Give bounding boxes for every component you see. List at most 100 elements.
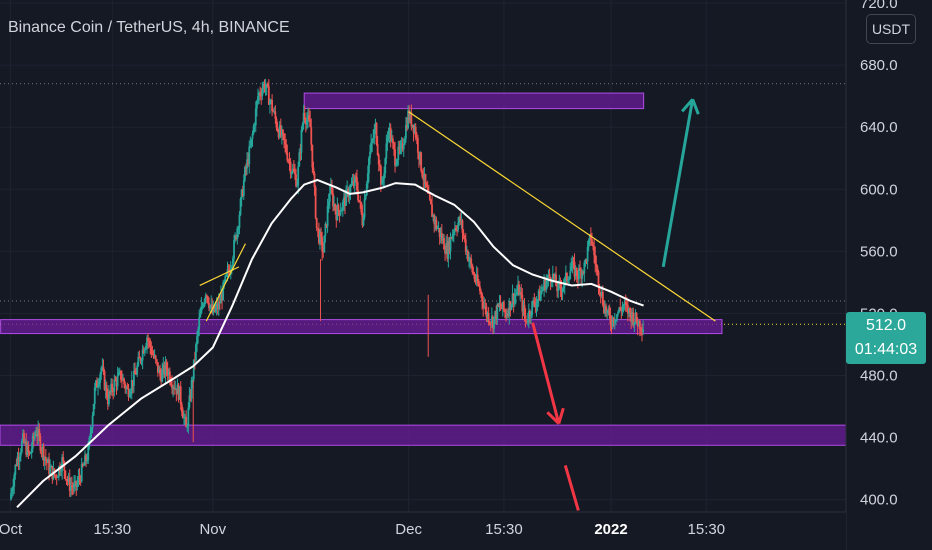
candle-body xyxy=(150,347,153,354)
candle-body xyxy=(437,228,440,230)
candle-body xyxy=(377,154,380,165)
candle-body xyxy=(521,294,524,312)
candle-body xyxy=(369,151,371,159)
candle-body xyxy=(366,173,369,184)
candle-body xyxy=(517,284,519,293)
arrow-head xyxy=(557,407,565,424)
candle-body xyxy=(207,296,209,303)
candle-body xyxy=(340,209,343,212)
candle-body xyxy=(495,311,498,320)
candle-body xyxy=(69,485,72,491)
candle-body xyxy=(163,364,166,375)
candle-body xyxy=(425,183,428,187)
candle-body xyxy=(151,353,154,355)
candle-body xyxy=(171,384,173,389)
candle-body xyxy=(427,192,430,194)
candle-body xyxy=(499,302,502,308)
candle-body xyxy=(339,211,342,215)
candle-body xyxy=(191,379,194,381)
candle-body xyxy=(641,330,643,333)
candle-body xyxy=(98,382,101,386)
candle-body xyxy=(222,282,225,301)
time-axis[interactable]: Oct 15:30 Nov Dec 15:30 2022 15:30 xyxy=(0,511,846,550)
candle-body xyxy=(407,110,409,129)
trendline xyxy=(408,111,716,322)
candle-body xyxy=(551,273,554,282)
candle-body xyxy=(165,362,168,370)
arrow-head xyxy=(546,411,560,425)
candle-body xyxy=(121,379,123,381)
candle-body xyxy=(56,476,59,478)
candle-body xyxy=(94,380,97,388)
candle-body xyxy=(605,306,608,314)
candle-body xyxy=(494,311,497,318)
candle-body xyxy=(202,305,205,307)
candle-body xyxy=(20,441,23,453)
candle-body xyxy=(438,228,441,237)
candle-body xyxy=(80,464,83,482)
candle-body xyxy=(323,235,326,253)
dotted-levels xyxy=(0,83,846,325)
candle-body xyxy=(502,301,505,311)
candle-body xyxy=(225,273,228,276)
candle-body xyxy=(226,269,229,274)
candle-body xyxy=(372,138,375,141)
price-axis[interactable]: 400.0440.0480.0520.0560.0600.0640.0680.0… xyxy=(845,0,932,550)
candle-body xyxy=(515,292,518,295)
candle-body xyxy=(609,315,612,325)
candle-body xyxy=(156,362,159,373)
candle-body xyxy=(464,239,467,252)
candle-body xyxy=(47,459,49,463)
candle-body xyxy=(391,138,394,144)
candle-body xyxy=(329,186,332,193)
candle-body xyxy=(543,279,545,289)
trendlines[interactable] xyxy=(199,111,716,322)
candle-body xyxy=(283,133,285,141)
candle-body xyxy=(428,193,431,200)
chart-title: Binance Coin / TetherUS, 4h, BINANCE xyxy=(8,19,290,36)
moving-average-line xyxy=(16,178,644,509)
candle-body xyxy=(128,394,131,397)
candle-body xyxy=(496,304,499,320)
candle-body xyxy=(144,346,147,349)
candle-body xyxy=(217,301,220,310)
candle-body xyxy=(479,286,481,292)
candle-body xyxy=(559,283,562,289)
candle-body xyxy=(39,436,42,451)
price-tick-label: 560.0 xyxy=(860,243,898,260)
candle-body xyxy=(435,219,438,229)
candle-body xyxy=(536,299,539,303)
forecast-arrows[interactable] xyxy=(531,98,700,511)
candle-body xyxy=(302,112,305,124)
candle-body xyxy=(529,310,531,317)
currency-button[interactable]: USDT xyxy=(866,14,916,44)
candle-body xyxy=(296,185,299,187)
candle-body xyxy=(312,167,315,174)
price-tick-label: 720.0 xyxy=(860,0,898,12)
candle-body xyxy=(99,373,102,383)
candle-body xyxy=(360,202,363,213)
candle-body xyxy=(147,338,149,341)
candle-body xyxy=(569,271,572,279)
candle-body xyxy=(327,201,330,206)
candle-body xyxy=(476,274,479,284)
support-resistance-zones[interactable] xyxy=(0,92,847,446)
candle-body xyxy=(501,301,504,309)
candle-body xyxy=(375,123,378,145)
candle-body xyxy=(298,152,301,167)
candle-body xyxy=(177,384,180,400)
candle-body xyxy=(506,313,508,317)
candle-body xyxy=(588,234,591,240)
candle-body xyxy=(50,466,53,468)
price-tick-label: 600.0 xyxy=(860,181,898,198)
candle-body xyxy=(585,259,588,262)
candle-body xyxy=(97,385,99,388)
candle-body xyxy=(387,134,390,138)
candle-body xyxy=(210,304,213,306)
candlesticks xyxy=(10,78,644,501)
candle-body xyxy=(252,126,255,134)
candle-body xyxy=(356,177,358,191)
candle-body xyxy=(76,482,79,487)
candle-body xyxy=(208,302,210,309)
